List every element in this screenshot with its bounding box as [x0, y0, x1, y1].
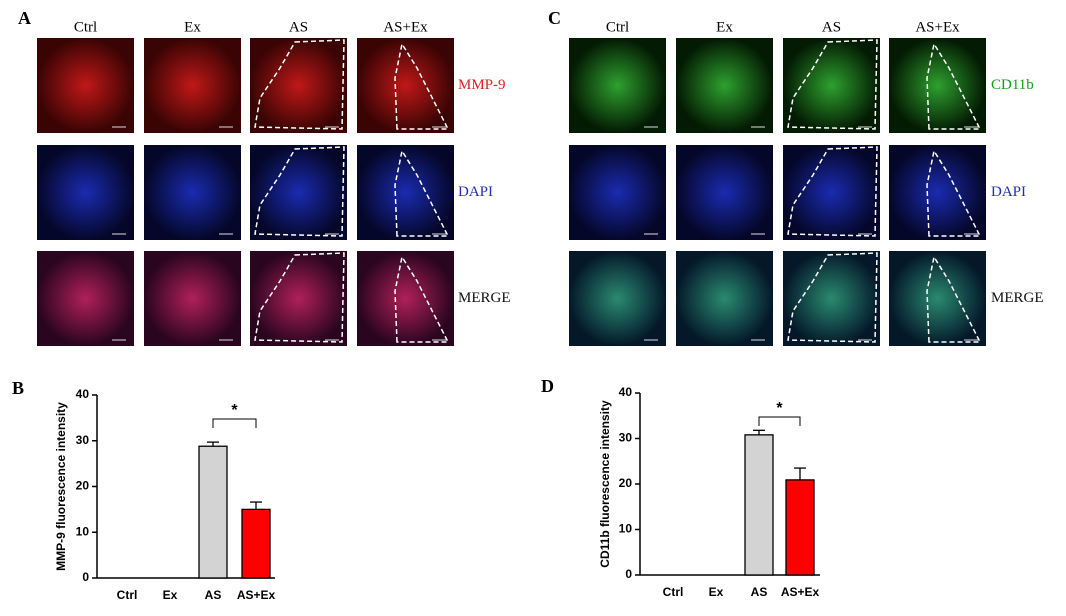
- x-tick-label: Ex: [163, 588, 178, 602]
- micrograph: [889, 145, 986, 240]
- micrograph: [676, 38, 773, 133]
- panel-letter: A: [18, 8, 31, 28]
- lesion-outline: [394, 149, 450, 237]
- y-tick-label: 20: [619, 476, 633, 490]
- bar: [198, 445, 228, 579]
- y-tick-label: 20: [76, 479, 90, 493]
- column-label: Ctrl: [74, 19, 97, 35]
- x-tick-label: AS+Ex: [781, 585, 820, 599]
- micrograph: [569, 145, 666, 240]
- y-tick-label: 10: [76, 524, 90, 538]
- significance-mark: *: [231, 402, 238, 419]
- y-tick-label: 30: [76, 433, 90, 447]
- column-label: Ex: [716, 19, 733, 35]
- micrograph: [37, 251, 134, 346]
- micrograph: [144, 145, 241, 240]
- lesion-outline: [254, 252, 345, 343]
- lesion-outline: [926, 42, 982, 130]
- lesion-outline: [926, 255, 982, 343]
- row-label: MERGE: [991, 290, 1044, 306]
- lesion-outline: [926, 149, 982, 237]
- micrograph: [144, 38, 241, 133]
- micrograph: [37, 38, 134, 133]
- bar: [241, 508, 271, 579]
- y-tick-label: 40: [76, 387, 90, 401]
- column-label: AS+Ex: [915, 19, 960, 35]
- micrograph: [144, 251, 241, 346]
- micrograph: [250, 38, 347, 133]
- row-label: DAPI: [458, 184, 493, 200]
- significance-bracket: [758, 416, 801, 426]
- row-label: CD11b: [991, 77, 1034, 93]
- row-label: MERGE: [458, 290, 511, 306]
- bar: [785, 479, 815, 576]
- lesion-outline: [254, 146, 345, 237]
- column-label: AS+Ex: [383, 19, 428, 35]
- column-label: Ex: [184, 19, 201, 35]
- x-tick-label: AS: [751, 585, 768, 599]
- micrograph: [357, 38, 454, 133]
- x-tick-label: AS: [205, 588, 222, 602]
- column-label: AS: [289, 19, 308, 35]
- panel-letter: C: [548, 8, 561, 28]
- bar: [744, 434, 774, 576]
- significance-mark: *: [776, 400, 783, 417]
- micrograph: [250, 145, 347, 240]
- micrograph: [37, 145, 134, 240]
- lesion-outline: [254, 39, 345, 130]
- lesion-outline: [787, 146, 878, 237]
- micrograph: [889, 251, 986, 346]
- micrograph: [676, 145, 773, 240]
- lesion-outline: [787, 39, 878, 130]
- panel-letter: D: [541, 376, 554, 396]
- micrograph: [676, 251, 773, 346]
- y-tick-label: 0: [625, 567, 632, 581]
- lesion-outline: [787, 252, 878, 343]
- y-axis-label: CD11b fluorescence intensity: [598, 400, 612, 568]
- x-tick-label: AS+Ex: [237, 588, 276, 602]
- micrograph: [889, 38, 986, 133]
- lesion-outline: [394, 42, 450, 130]
- micrograph: [783, 251, 880, 346]
- column-label: Ctrl: [606, 19, 629, 35]
- y-tick-label: 30: [619, 431, 633, 445]
- micrograph: [569, 251, 666, 346]
- micrograph: [357, 145, 454, 240]
- y-tick-label: 0: [82, 570, 89, 584]
- y-tick-label: 40: [619, 385, 633, 399]
- micrograph: [569, 38, 666, 133]
- x-tick-label: Ctrl: [663, 585, 684, 599]
- micrograph: [357, 251, 454, 346]
- micrograph: [783, 38, 880, 133]
- micrograph: [250, 251, 347, 346]
- column-label: AS: [822, 19, 841, 35]
- x-tick-label: Ctrl: [117, 588, 138, 602]
- micrograph: [783, 145, 880, 240]
- x-tick-label: Ex: [709, 585, 724, 599]
- lesion-outline: [394, 255, 450, 343]
- y-tick-label: 10: [619, 522, 633, 536]
- significance-bracket: [212, 418, 257, 428]
- row-label: MMP-9: [458, 77, 506, 93]
- row-label: DAPI: [991, 184, 1026, 200]
- panel-letter: B: [12, 378, 24, 398]
- y-axis-label: MMP-9 fluorescence intensity: [54, 402, 68, 571]
